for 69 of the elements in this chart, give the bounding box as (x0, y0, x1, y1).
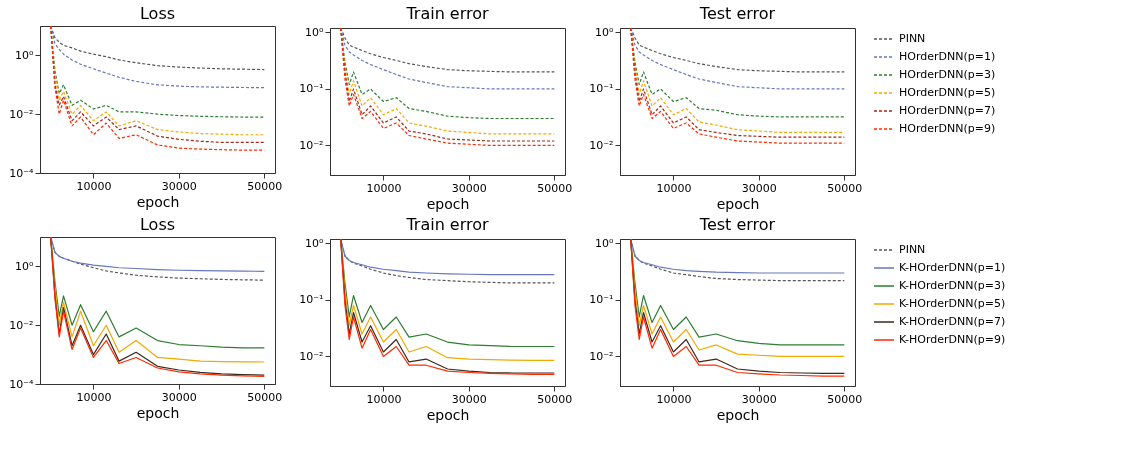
chart-title: Loss (139, 215, 176, 234)
y-tick-label: 10⁻⁴ (9, 166, 35, 180)
legend-label: PINN (899, 243, 926, 256)
y-tick-label: 10⁻¹ (299, 82, 324, 96)
x-tick-label: 10000 (76, 390, 112, 404)
y-tick-label: 10⁻² (9, 318, 34, 332)
line-series (630, 28, 845, 90)
y-tick-label: 10⁻¹ (589, 82, 614, 96)
legend-label: K-HOrderDNN(p=9) (899, 333, 1006, 346)
x-tick-label: 30000 (161, 179, 197, 193)
y-tick-label: 10⁰ (15, 259, 35, 273)
y-tick-label: 10⁰ (595, 236, 615, 250)
x-tick-label: 50000 (537, 392, 573, 406)
chart-title: Loss (139, 4, 176, 23)
chart-title: Test error (698, 4, 776, 24)
x-tick-label: 50000 (247, 390, 283, 404)
x-tick-label: 10000 (366, 392, 402, 406)
x-tick-label: 50000 (827, 392, 863, 406)
legend-label: HOrderDNN(p=1) (899, 50, 996, 63)
x-tick-label: 30000 (451, 181, 487, 195)
y-tick-label: 10⁻² (299, 138, 324, 152)
chart-title: Test error (698, 215, 776, 235)
x-tick-label: 10000 (656, 392, 692, 406)
legend-label: HOrderDNN(p=3) (899, 68, 996, 81)
y-tick-label: 10⁻² (589, 349, 614, 363)
line-series (50, 26, 265, 71)
x-tick-label: 50000 (247, 179, 283, 193)
legend-label: K-HOrderDNN(p=3) (899, 279, 1006, 292)
x-axis-title: epoch (136, 404, 180, 421)
line-series (630, 239, 845, 274)
y-tick-label: 10⁻¹ (589, 293, 614, 307)
y-tick-label: 10⁰ (305, 236, 325, 250)
line-series (340, 28, 555, 90)
y-tick-label: 10⁻² (589, 138, 614, 152)
line-series (50, 237, 265, 272)
x-tick-label: 10000 (76, 179, 112, 193)
x-tick-label: 30000 (161, 390, 197, 404)
legend-label: HOrderDNN(p=7) (899, 104, 996, 117)
line-series (340, 239, 555, 276)
y-tick-label: 10⁰ (15, 48, 35, 62)
x-axis-title: epoch (426, 195, 470, 212)
x-tick-label: 30000 (451, 392, 487, 406)
x-axis-title: epoch (426, 406, 470, 423)
line-series (340, 28, 555, 73)
y-tick-label: 10⁻¹ (299, 293, 324, 307)
y-tick-label: 10⁰ (305, 25, 325, 39)
x-axis-title: epoch (716, 195, 760, 212)
legend-label: K-HOrderDNN(p=5) (899, 297, 1006, 310)
y-tick-label: 10⁻² (299, 349, 324, 363)
legend-label: HOrderDNN(p=9) (899, 122, 996, 135)
legend-label: PINN (899, 32, 926, 45)
legend-label: HOrderDNN(p=5) (899, 86, 996, 99)
chart-title: Train error (405, 4, 490, 24)
x-axis-title: epoch (716, 406, 760, 423)
y-tick-label: 10⁻⁴ (9, 377, 35, 391)
x-tick-label: 50000 (537, 181, 573, 195)
x-tick-label: 30000 (741, 392, 777, 406)
y-tick-label: 10⁰ (595, 25, 615, 39)
legend-label: K-HOrderDNN(p=7) (899, 315, 1006, 328)
chart-title: Train error (405, 215, 490, 235)
x-tick-label: 30000 (741, 181, 777, 195)
x-axis-title: epoch (136, 193, 180, 210)
legend-label: K-HOrderDNN(p=1) (899, 261, 1006, 274)
x-tick-label: 50000 (827, 181, 863, 195)
line-series (630, 28, 845, 73)
x-tick-label: 10000 (656, 181, 692, 195)
line-series (50, 26, 265, 89)
x-tick-label: 10000 (366, 181, 402, 195)
y-tick-label: 10⁻² (9, 107, 34, 121)
